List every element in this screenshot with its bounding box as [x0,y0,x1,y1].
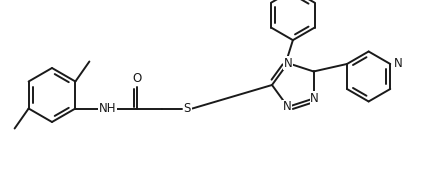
Text: N: N [283,100,291,113]
Text: S: S [184,102,191,115]
Text: O: O [133,72,142,85]
Text: N: N [394,58,403,70]
Text: N: N [310,92,319,105]
Text: NH: NH [99,102,116,115]
Text: N: N [283,57,292,70]
